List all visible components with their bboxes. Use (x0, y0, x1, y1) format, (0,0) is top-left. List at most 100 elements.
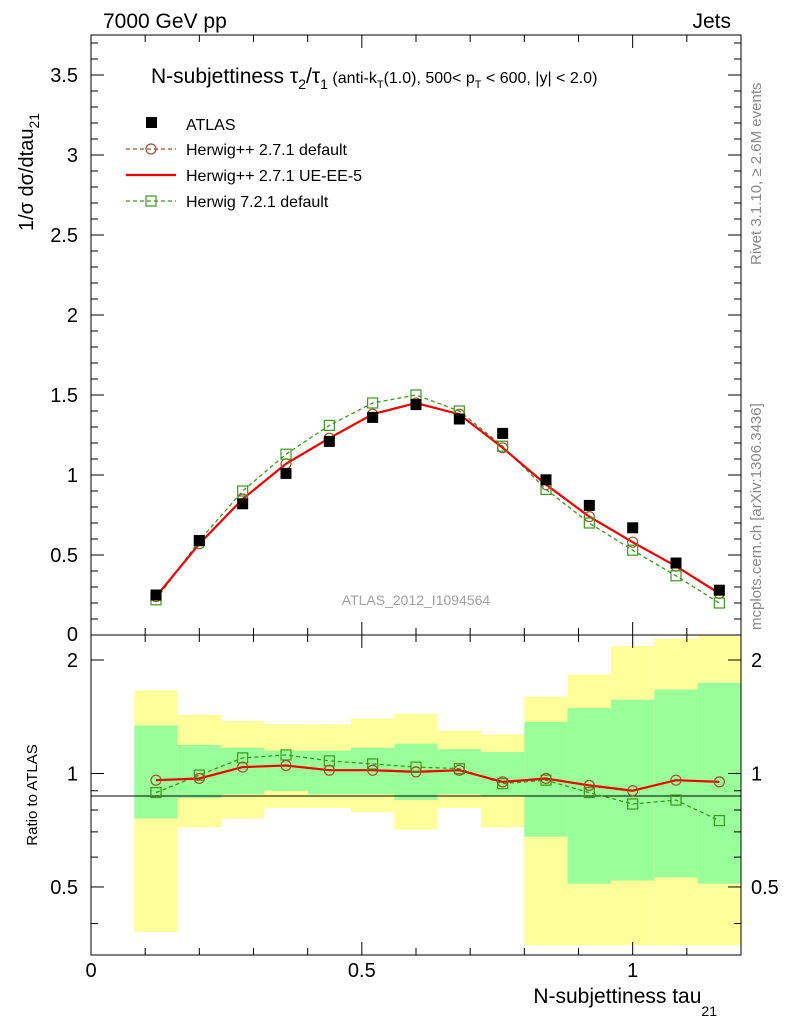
legend-label-herwigpp-ueee5: Herwig++ 2.7.1 UE-EE-5 (186, 168, 362, 185)
legend-label-herwig7: Herwig 7.2.1 default (186, 194, 329, 211)
mcplots-reference-label: mcplots.cern.ch [arXiv:1306.3436] (748, 403, 765, 630)
main-point-herwig7 (323, 419, 335, 431)
ratio-y-tick-label: 0.5 (50, 877, 78, 899)
ratio-point-herwigpp-default (670, 774, 682, 786)
rivet-version-label: Rivet 3.1.10, ≥ 2.6M events (748, 83, 765, 266)
ratio-band-green (307, 750, 351, 795)
main-point-atlas (453, 413, 465, 425)
main-y-tick-label: 0.5 (50, 545, 78, 567)
legend-label-herwigpp-default: Herwig++ 2.7.1 default (186, 142, 348, 159)
analysis-id-watermark: ATLAS_2012_I1094564 (342, 592, 491, 608)
main-point-herwig7 (583, 517, 595, 529)
main-point-atlas (280, 467, 292, 479)
chart-title-paren-a-sub: T (377, 79, 384, 91)
main-point-atlas (150, 589, 162, 601)
main-y-tick-label: 2.5 (50, 225, 78, 247)
chart-title: N-subjettiness τ2/τ1 (anti-kT(1.0), 500<… (151, 65, 597, 92)
main-point-atlas (627, 522, 639, 534)
main-point-atlas (367, 411, 379, 423)
ratio-point-herwig7 (713, 814, 725, 827)
chart-title-sub2: 1 (320, 76, 328, 92)
legend-marker-atlas (146, 117, 157, 128)
ratio-point-herwigpp-default (323, 764, 335, 776)
ratio-line-herwig7 (155, 754, 720, 822)
legend-label-atlas: ATLAS (186, 117, 236, 134)
main-y-tick-label: 3 (67, 145, 78, 167)
chart-title-paren-a: (anti-k (328, 70, 378, 87)
ratio-point-herwigpp-default (453, 764, 465, 776)
main-point-atlas (323, 435, 335, 447)
legend-marker-herwig7 (145, 195, 157, 207)
x-axis-label-main: N-subjettiness tau (533, 985, 701, 1008)
ratio-point-herwigpp-default (497, 776, 509, 788)
main-point-herwigpp-default (583, 510, 595, 523)
main-line-herwigpp-ueee5 (155, 401, 720, 598)
ratio-band-green (697, 682, 741, 884)
ratio-point-herwigpp-default (150, 774, 162, 786)
ratio-plot-panel: 0.5 0.5 1 1 2 2 0 0.5 1 Ratio to ATLAS N-subjett… (24, 634, 779, 1019)
ratio-point-herwigpp-default (193, 772, 205, 785)
ratio-point-herwigpp-default (280, 759, 292, 772)
ratio-y-tick-label-right: 0.5 (751, 877, 779, 899)
ratio-band-green (177, 745, 221, 799)
ratio-band-green (481, 752, 525, 797)
header-jets-label: Jets (692, 10, 731, 33)
ratio-y-axis-label: Ratio to ATLAS (24, 744, 41, 845)
ratio-series-layer (150, 749, 725, 827)
main-point-atlas (193, 535, 205, 547)
main-y-tick-labels: 0.5 1 1.5 2 2.5 3 3.5 0 (50, 65, 78, 646)
ratio-point-herwigpp-default (540, 772, 552, 785)
main-point-herwigpp-default (627, 536, 639, 548)
ratio-point-herwig7 (583, 786, 595, 799)
ratio-uncertainty-bands (134, 635, 741, 946)
ratio-y-tick-label-right: 2 (751, 650, 762, 672)
x-tick-label: 0.5 (348, 960, 376, 982)
ratio-point-herwig7 (237, 752, 249, 764)
main-axis-ticks (90, 35, 742, 636)
ratio-axis-ticks (90, 635, 742, 955)
main-point-atlas (670, 557, 682, 569)
main-plot-panel: 0.511.522.533.50 1/σ dσ/dtau21 N-subjett… (16, 34, 742, 646)
chart-title-sub1: 2 (298, 76, 306, 92)
main-point-herwig7 (280, 448, 292, 460)
main-point-herwig7 (713, 597, 725, 609)
main-point-atlas (583, 499, 595, 511)
x-tick-label: 1 (627, 960, 638, 982)
main-point-atlas (237, 498, 249, 510)
ratio-point-herwigpp-default (410, 766, 422, 778)
main-y-axis-label: 1/σ dσ/dtau21 (16, 113, 42, 231)
x-axis-label: N-subjettiness tau21 (533, 985, 717, 1019)
main-point-atlas (497, 427, 509, 439)
x-axis-label-sub: 21 (701, 1003, 717, 1019)
main-line-herwig7 (155, 394, 720, 604)
ratio-point-herwigpp-default (367, 764, 379, 776)
main-point-herwig7 (237, 485, 249, 497)
legend-marker-herwigpp-default (145, 143, 157, 155)
ratio-point-herwig7 (670, 794, 682, 806)
ratio-y-tick-label: 2 (67, 650, 78, 672)
ratio-point-herwigpp-default (627, 785, 639, 797)
main-y-tick-label: 1 (67, 465, 78, 487)
main-point-atlas (410, 399, 422, 411)
ratio-point-herwig7 (410, 761, 422, 773)
main-y-tick-label: 3.5 (50, 65, 78, 87)
ratio-y-tick-label-right: 1 (751, 763, 762, 785)
main-point-atlas (540, 474, 552, 486)
ratio-point-herwig7 (150, 786, 162, 799)
chart-title-slash: /τ (306, 65, 321, 88)
ratio-line-herwigpp (155, 764, 720, 792)
main-point-herwig7 (367, 397, 379, 409)
ratio-point-herwig7 (193, 769, 205, 781)
main-y-axis-label-main: 1/σ dσ/dtau (16, 129, 38, 232)
ratio-point-herwig7 (367, 758, 379, 770)
ratio-point-herwigpp-default (713, 776, 725, 788)
main-y-tick-label: 1.5 (50, 385, 78, 407)
main-point-atlas (713, 584, 725, 596)
main-point-herwig7 (670, 570, 682, 582)
legend: ATLAS Herwig++ 2.7.1 default Herwig++ 2.… (126, 117, 362, 211)
ratio-point-herwigpp-default (583, 779, 595, 791)
main-y-axis-label-sub: 21 (26, 113, 42, 129)
main-y-tick-label: 2 (67, 305, 78, 327)
main-point-herwig7 (497, 440, 509, 452)
